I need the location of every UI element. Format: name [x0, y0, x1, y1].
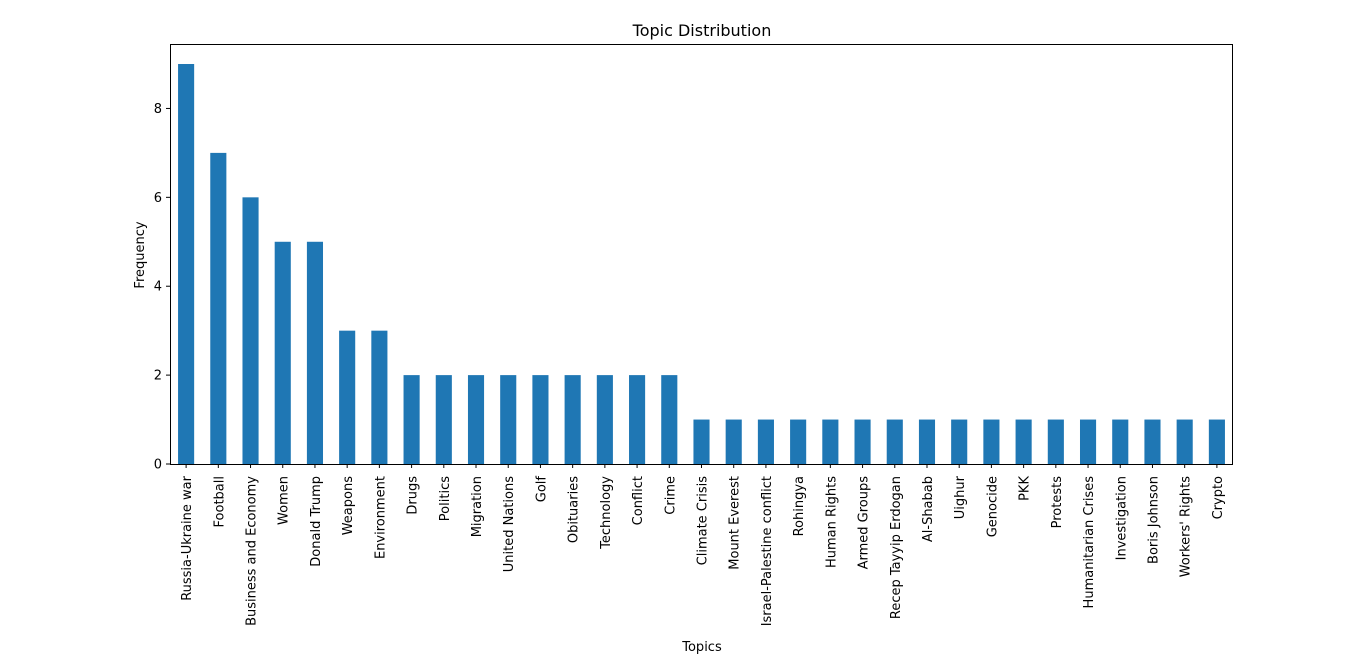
bar	[661, 375, 678, 464]
x-tick-label: Humanitarian Crises	[1082, 476, 1097, 609]
bar	[178, 64, 195, 464]
x-tick-label: Women	[277, 476, 292, 525]
x-tick-label: Recep Tayyip Erdogan	[889, 476, 904, 619]
bar	[1047, 419, 1064, 464]
bar	[596, 375, 613, 464]
y-tick-label: 2	[154, 369, 162, 384]
x-tick-label: Israel-Palestine conflict	[760, 476, 775, 626]
bars-group	[178, 64, 1225, 465]
plot-frame	[170, 44, 1233, 465]
bar	[306, 241, 324, 464]
bar	[339, 330, 356, 464]
x-tick-label: Genocide	[985, 476, 1000, 537]
bar	[1176, 419, 1193, 464]
bar	[210, 152, 227, 464]
x-tick-label: Uighur	[953, 475, 968, 519]
bar	[790, 419, 807, 464]
y-tick-label: 8	[154, 102, 162, 117]
bar	[403, 375, 420, 464]
x-tick-label: Crime	[663, 476, 678, 515]
x-tick-label: Politics	[438, 476, 453, 521]
bar	[1079, 419, 1097, 464]
x-tick-label: Protests	[1050, 476, 1065, 529]
bar	[242, 197, 259, 465]
y-tick-label: 0	[154, 458, 162, 473]
y-axis-label: Frequency	[133, 221, 148, 288]
x-tick-label: Weapons	[341, 476, 356, 536]
x-tick-label: Football	[212, 476, 227, 527]
x-tick-label: Donald Trump	[309, 476, 324, 567]
x-tick-label: Migration	[470, 476, 485, 537]
y-tick-label: 4	[154, 280, 162, 295]
bar	[371, 330, 388, 464]
x-tick-label: Climate Crisis	[696, 476, 711, 566]
bar	[983, 419, 1000, 464]
bar	[500, 375, 517, 464]
bar	[1112, 419, 1129, 464]
bar	[629, 375, 646, 464]
x-tick-label: Business and Economy	[245, 476, 260, 626]
x-tick-label: Boris Johnson	[1146, 476, 1161, 564]
x-tick-label: Investigation	[1114, 476, 1129, 560]
x-tick-label: Human Rights	[824, 476, 839, 568]
x-tick-label: Workers' Rights	[1179, 476, 1194, 578]
bar	[725, 419, 742, 464]
x-tick-label: Environment	[373, 476, 388, 559]
x-tick-label: Al-Shabab	[921, 476, 936, 542]
x-tick-label: Mount Everest	[728, 476, 743, 570]
bar	[757, 419, 774, 464]
bar	[564, 375, 581, 464]
bar	[822, 419, 839, 464]
x-tick-label: Crypto	[1211, 476, 1226, 519]
bar	[886, 419, 903, 464]
y-axis: 0 2 4 6 8	[154, 102, 170, 473]
x-tick-label: PKK	[1018, 476, 1033, 501]
x-tick-label: Armed Groups	[857, 476, 872, 570]
x-axis-label: Topics	[681, 640, 722, 655]
bar	[693, 419, 710, 464]
bar	[1144, 419, 1161, 464]
chart-title: Topic Distribution	[632, 21, 772, 40]
bar	[1015, 419, 1032, 464]
bar	[951, 419, 968, 464]
bar	[918, 419, 936, 464]
x-tick-label: Technology	[599, 476, 614, 550]
bar	[274, 241, 291, 464]
x-tick-label: Obituaries	[567, 476, 582, 543]
x-axis: Russia-Ukraine war Football Business and E…	[180, 464, 1226, 626]
bar	[854, 419, 871, 464]
bar	[467, 375, 485, 464]
x-tick-label: Rohingya	[792, 476, 807, 536]
x-tick-label: Conflict	[631, 476, 646, 525]
x-tick-label: Russia-Ukraine war	[180, 475, 195, 600]
bar	[1208, 419, 1225, 464]
bar	[532, 375, 549, 464]
x-tick-label: Drugs	[406, 476, 421, 515]
y-tick-label: 6	[154, 191, 162, 206]
bar	[435, 375, 452, 464]
x-tick-label: Golf	[534, 476, 549, 503]
x-tick-label: United Nations	[502, 476, 517, 572]
